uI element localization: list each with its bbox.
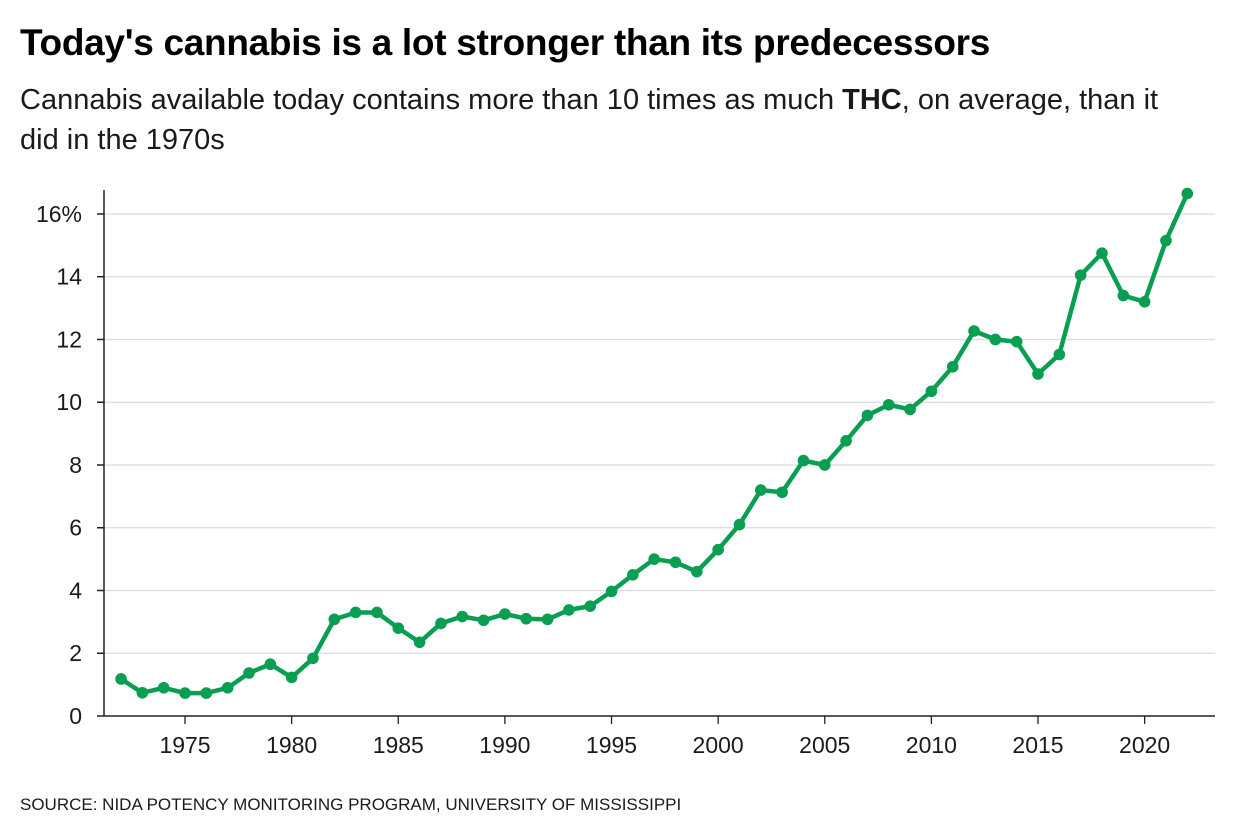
x-tick-label: 2015 — [1012, 732, 1063, 758]
x-tick-label: 1985 — [373, 732, 424, 758]
y-tick-label: 6 — [69, 515, 82, 541]
data-point — [221, 681, 234, 694]
y-tick-label: 8 — [69, 452, 82, 478]
chart-subtitle: Cannabis available today contains more t… — [20, 80, 1200, 160]
data-point — [733, 518, 746, 531]
x-tick-label: 1990 — [479, 732, 530, 758]
data-point — [627, 569, 639, 581]
data-point — [1053, 348, 1066, 361]
data-point — [776, 486, 788, 499]
data-point — [691, 565, 703, 578]
subtitle-text-before: Cannabis available today contains more t… — [20, 84, 843, 116]
data-point — [307, 652, 319, 665]
data-point — [541, 613, 554, 626]
data-point — [989, 333, 1002, 346]
data-point — [605, 585, 618, 598]
data-point — [1096, 247, 1108, 259]
data-point — [1181, 187, 1194, 200]
y-tick-label: 2 — [69, 640, 82, 666]
x-tick-label: 2020 — [1119, 732, 1170, 758]
y-tick-label: 4 — [69, 577, 82, 603]
x-tick-label: 1980 — [266, 732, 317, 758]
data-point — [243, 667, 255, 679]
data-point — [904, 403, 916, 416]
subtitle-highlight-thc: THC — [842, 84, 902, 116]
data-point — [499, 608, 511, 620]
data-point — [584, 600, 596, 612]
data-point — [882, 398, 895, 411]
x-tick-label: 2000 — [693, 732, 744, 758]
y-tick-label: 14 — [56, 264, 82, 290]
data-point — [371, 606, 383, 619]
y-tick-label: 16% — [36, 201, 82, 227]
data-point — [413, 636, 426, 649]
data-point — [1032, 368, 1044, 380]
data-point — [392, 622, 405, 634]
data-point — [435, 617, 447, 630]
source-note: SOURCE: NIDA POTENCY MONITORING PROGRAM,… — [20, 795, 682, 814]
data-point — [712, 543, 724, 556]
subtitle-text-after: , on average, than it did in the 1970s — [20, 84, 1159, 156]
y-tick-label: 12 — [56, 326, 82, 352]
data-point — [840, 435, 852, 447]
data-point — [925, 385, 938, 398]
y-tick-label: 10 — [56, 389, 82, 415]
data-point — [477, 614, 490, 627]
data-point — [669, 556, 682, 569]
series-line — [118, 191, 1190, 696]
data-point — [349, 606, 362, 619]
data-point — [200, 687, 213, 699]
data-point — [115, 673, 127, 685]
data-point — [1074, 269, 1087, 281]
data-point — [861, 409, 874, 422]
x-tick-label: 1995 — [586, 732, 637, 758]
thc-line-chart: 0 2 4 6 8 10 12 14 16% 1975 1980 1985 1990 1995 2000 20… — [36, 187, 1215, 758]
data-point — [520, 612, 533, 625]
chart-title: Today's cannabis is a lot stronger than … — [20, 22, 991, 63]
data-point — [946, 360, 959, 373]
data-point — [968, 325, 980, 337]
data-point — [456, 610, 469, 623]
x-tick-label: 2010 — [906, 732, 957, 758]
data-point — [157, 681, 170, 694]
data-point — [1138, 296, 1151, 308]
data-point — [285, 671, 298, 684]
data-point — [179, 687, 191, 699]
data-point — [1160, 234, 1172, 247]
gridlines — [104, 213, 1215, 654]
axes: 0 2 4 6 8 10 12 14 16% 1975 1980 1985 1990 1995 2000 20… — [36, 190, 1215, 758]
data-point — [563, 604, 575, 616]
data-point — [797, 454, 810, 467]
y-tick-label: 0 — [69, 703, 82, 729]
x-tick-label: 1975 — [159, 732, 210, 758]
data-point — [1010, 335, 1023, 348]
data-point — [264, 658, 277, 671]
data-point — [818, 459, 831, 471]
data-point — [754, 484, 767, 496]
data-point — [648, 553, 660, 565]
data-series — [115, 187, 1194, 699]
x-tick-label: 2005 — [799, 732, 850, 758]
data-point — [136, 686, 149, 699]
data-point — [328, 613, 341, 626]
data-point — [1117, 289, 1130, 302]
